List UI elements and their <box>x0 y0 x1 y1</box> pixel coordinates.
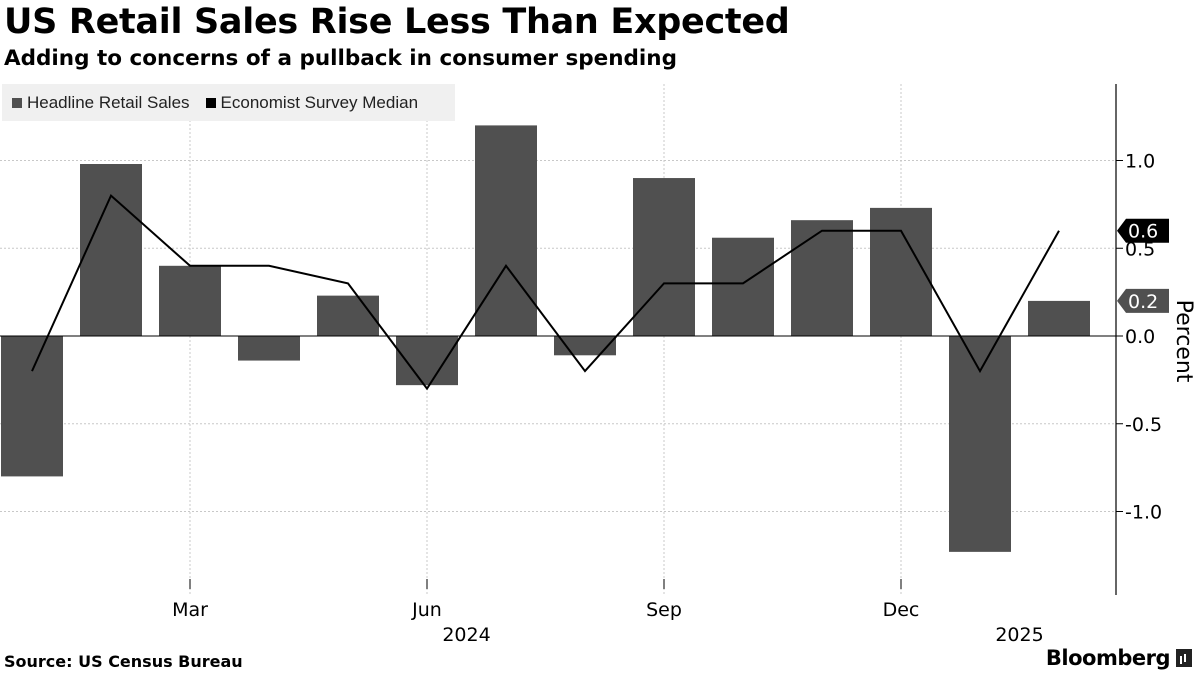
callout-tag-0.6 <box>1117 218 1169 243</box>
callout-label-0.6: 0.6 <box>1128 221 1158 243</box>
callout-label-0.2: 0.2 <box>1128 291 1158 313</box>
bar-mar-2024 <box>159 265 221 336</box>
bar-jan-2025 <box>949 336 1011 552</box>
bar-jan-2024 <box>1 336 63 477</box>
year-label-2024: 2024 <box>442 624 490 646</box>
bar-apr-2024 <box>238 336 300 361</box>
legend-item-bars: Headline Retail Sales <box>12 93 190 113</box>
bar-feb-2024 <box>80 164 142 336</box>
year-label-2025: 2025 <box>995 624 1043 646</box>
x-tick-label-dec: Dec <box>883 599 920 621</box>
callout-tag-0.2 <box>1117 288 1169 313</box>
chart-title: US Retail Sales Rise Less Than Expected <box>4 2 790 42</box>
bar-dec-2024 <box>870 207 932 336</box>
economist-median-line <box>31 193 1060 391</box>
bar-nov-2024 <box>791 220 853 336</box>
chart-legend: Headline Retail Sales Economist Survey M… <box>2 84 455 121</box>
brand-name: Bloomberg <box>1045 646 1171 670</box>
bar-swatch-icon <box>12 97 22 108</box>
x-tick-label-jun: Jun <box>411 599 442 621</box>
line-swatch-icon <box>205 97 216 108</box>
source-note: Source: US Census Bureau <box>4 652 243 671</box>
chart-subtitle: Adding to concerns of a pullback in cons… <box>4 46 677 71</box>
y-tick-label: 0.0 <box>1125 326 1155 348</box>
y-axis-title: Percent <box>1171 300 1196 383</box>
bloomberg-terminal-icon <box>1176 649 1192 667</box>
bar-feb-2025 <box>1028 300 1090 336</box>
y-tick-label: -1.0 <box>1125 502 1162 524</box>
brand-logo: Bloomberg <box>1046 646 1192 670</box>
y-tick-label: 1.0 <box>1125 151 1155 173</box>
bar-may-2024 <box>317 295 379 336</box>
x-tick-label-mar: Mar <box>172 599 208 621</box>
y-tick-label: -0.5 <box>1125 414 1162 436</box>
legend-bar-label: Headline Retail Sales <box>27 92 190 112</box>
bar-sep-2024 <box>633 178 695 336</box>
bar-jul-2024 <box>475 125 537 337</box>
y-tick-label: 0.5 <box>1125 238 1155 260</box>
legend-item-line: Economist Survey Median <box>205 92 419 113</box>
x-tick-label-sep: Sep <box>646 599 682 621</box>
legend-line-label: Economist Survey Median <box>220 92 419 112</box>
bar-oct-2024 <box>712 237 774 336</box>
